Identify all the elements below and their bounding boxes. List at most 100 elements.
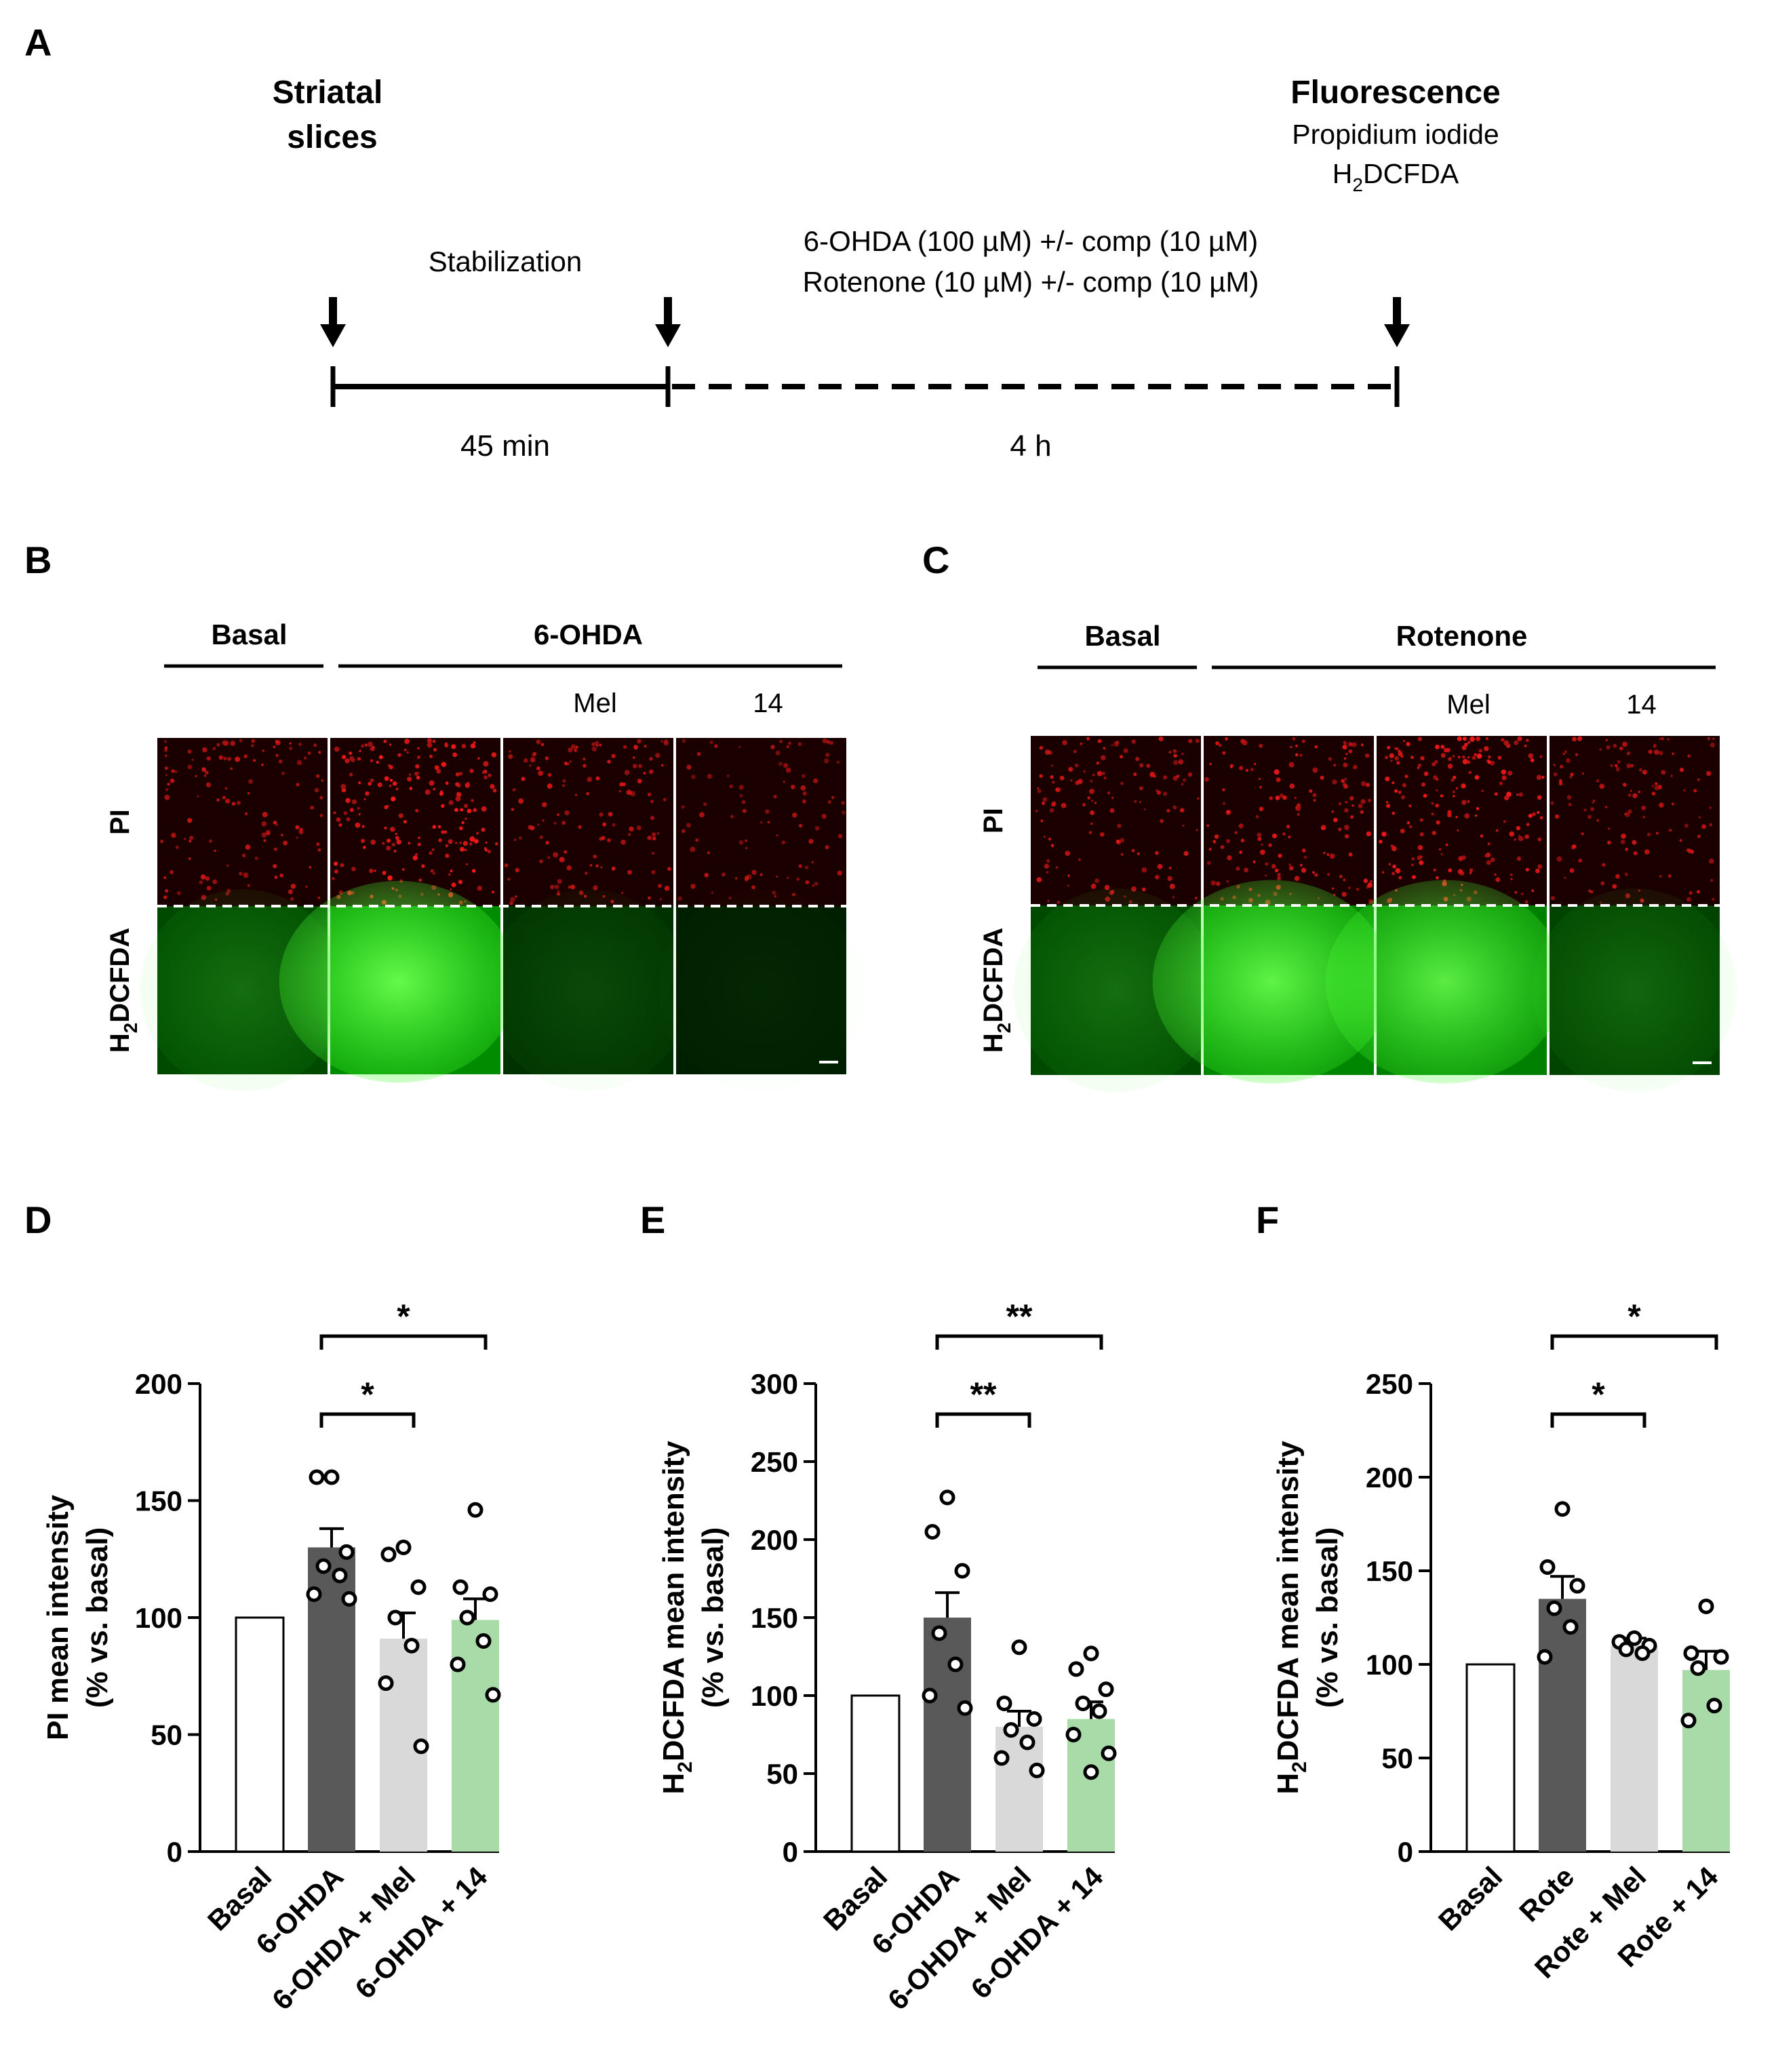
y-tick-label: 50 bbox=[151, 1719, 182, 1751]
data-point bbox=[1546, 1600, 1562, 1616]
data-point bbox=[1562, 1619, 1579, 1635]
data-point bbox=[1068, 1661, 1084, 1677]
data-point bbox=[947, 1656, 964, 1673]
data-point bbox=[332, 1567, 348, 1584]
pi-image-1 bbox=[1204, 736, 1374, 905]
y-tick-label: 50 bbox=[766, 1758, 798, 1790]
y-tick-label: 100 bbox=[135, 1602, 182, 1634]
phase2-line2: Rotenone (10 µM) +/- comp (10 µM) bbox=[803, 266, 1259, 298]
panel-c: C Basal Rotenone Mel 14 PI H2DCFDA bbox=[922, 539, 1737, 1092]
basal-header: Basal bbox=[211, 619, 287, 650]
y-tick-label: 200 bbox=[135, 1368, 182, 1400]
arrow-middle bbox=[655, 297, 681, 347]
data-point bbox=[315, 1558, 332, 1574]
significance-bracket bbox=[1550, 1412, 1646, 1428]
bar-2 bbox=[1611, 1645, 1658, 1852]
y-tick-label: 150 bbox=[1366, 1555, 1413, 1587]
y-tick-label: 150 bbox=[751, 1602, 798, 1634]
data-point bbox=[1098, 1681, 1114, 1698]
y-tick-label: 0 bbox=[783, 1836, 798, 1868]
h2dcfda-image-1 bbox=[279, 880, 518, 1083]
start-title-line2: slices bbox=[287, 119, 377, 155]
end-title: Fluorescence bbox=[1290, 75, 1500, 111]
data-point bbox=[1026, 1711, 1042, 1727]
panel-d: D 0 50 100 150 200 PI mean intensity (% vs. ba… bbox=[24, 1198, 501, 2016]
data-point bbox=[403, 1637, 420, 1654]
y-axis-label: H2DCFDA mean intensity bbox=[1271, 1441, 1311, 1795]
data-point bbox=[1626, 1630, 1642, 1646]
y-tick-label: 50 bbox=[1381, 1742, 1413, 1774]
data-point bbox=[1011, 1639, 1027, 1656]
data-point bbox=[338, 1544, 355, 1560]
x-tick-label: Rote bbox=[1513, 1860, 1580, 1928]
end-subtitle-2: H2DCFDA bbox=[1333, 158, 1459, 195]
phase2-line1: 6-OHDA (100 µM) +/- comp (10 µM) bbox=[804, 225, 1258, 257]
data-point bbox=[922, 1687, 938, 1704]
panel-a: A Striatal slices Fluorescence Propidium… bbox=[24, 21, 1501, 463]
significance-label: * bbox=[1592, 1375, 1605, 1413]
data-point bbox=[306, 1586, 322, 1602]
data-point bbox=[1101, 1745, 1117, 1761]
bar-0 bbox=[850, 1694, 901, 1853]
pi-image-2 bbox=[503, 738, 673, 906]
y-tick-label: 100 bbox=[751, 1680, 798, 1712]
data-point bbox=[475, 1633, 492, 1649]
data-point bbox=[1706, 1698, 1722, 1714]
y-axis-label: H2DCFDA mean intensity bbox=[657, 1441, 696, 1795]
data-point bbox=[452, 1579, 469, 1595]
row-label-pi: PI bbox=[105, 809, 135, 835]
end-subtitle-1: Propidium iodide bbox=[1292, 119, 1499, 150]
column-label: 14 bbox=[1626, 690, 1657, 720]
treatment-header: Rotenone bbox=[1396, 620, 1528, 652]
data-point bbox=[459, 1609, 475, 1626]
data-point bbox=[413, 1738, 429, 1755]
panel-label-c: C bbox=[922, 539, 949, 581]
h2dcfda-image-2 bbox=[486, 889, 691, 1091]
data-point bbox=[931, 1625, 947, 1641]
panel-f: F 0 50 100 150 200 250 H2DCFDA mean intensity(… bbox=[1256, 1198, 1730, 1985]
y-tick-label: 0 bbox=[1398, 1836, 1413, 1868]
panel-label-a: A bbox=[24, 21, 52, 64]
data-point bbox=[482, 1586, 498, 1602]
x-tick-label: Basal bbox=[1432, 1860, 1508, 1936]
significance-bracket bbox=[935, 1412, 1031, 1428]
bar-3 bbox=[452, 1620, 499, 1852]
data-point bbox=[309, 1469, 325, 1485]
data-point bbox=[1618, 1641, 1634, 1658]
y-tick-label: 250 bbox=[751, 1446, 798, 1478]
data-point bbox=[924, 1524, 941, 1540]
y-tick-label: 300 bbox=[751, 1368, 798, 1400]
row-label-h2dcfda: H2DCFDA bbox=[105, 928, 141, 1053]
data-point bbox=[323, 1469, 340, 1485]
data-point bbox=[1554, 1501, 1571, 1517]
pi-image-3 bbox=[1550, 736, 1720, 905]
h2dcfda-image-3 bbox=[658, 889, 864, 1091]
y-tick-label: 250 bbox=[1366, 1368, 1413, 1400]
data-point bbox=[1539, 1559, 1556, 1575]
significance-label: ** bbox=[1006, 1297, 1033, 1335]
row-label-pi: PI bbox=[979, 808, 1008, 834]
significance-label: * bbox=[397, 1297, 410, 1335]
data-point bbox=[1634, 1645, 1651, 1661]
row-label-h2dcfda: H2DCFDA bbox=[979, 928, 1014, 1053]
bar-1 bbox=[924, 1618, 971, 1852]
y-tick-label: 200 bbox=[751, 1524, 798, 1556]
y-axis-label-units: (% vs. basal) bbox=[696, 1527, 730, 1708]
data-point bbox=[387, 1609, 403, 1626]
bar-2 bbox=[995, 1727, 1043, 1852]
data-point bbox=[1091, 1703, 1107, 1719]
pi-image-0 bbox=[1031, 736, 1201, 905]
data-point bbox=[380, 1546, 397, 1563]
data-point bbox=[957, 1700, 973, 1716]
panel-label-e: E bbox=[640, 1198, 665, 1241]
data-point bbox=[993, 1750, 1010, 1766]
data-point bbox=[485, 1687, 501, 1703]
column-label: Mel bbox=[573, 688, 616, 718]
significance-bracket bbox=[319, 1334, 488, 1350]
arrow-start bbox=[320, 297, 346, 347]
panel-e: E 0 50 100 150 200 250 300 H2DCFDA mean intensi… bbox=[640, 1198, 1117, 2016]
y-tick-label: 100 bbox=[1366, 1649, 1413, 1681]
treatment-header: 6-OHDA bbox=[534, 619, 643, 650]
column-label: Mel bbox=[1446, 690, 1490, 720]
data-point bbox=[450, 1656, 466, 1673]
